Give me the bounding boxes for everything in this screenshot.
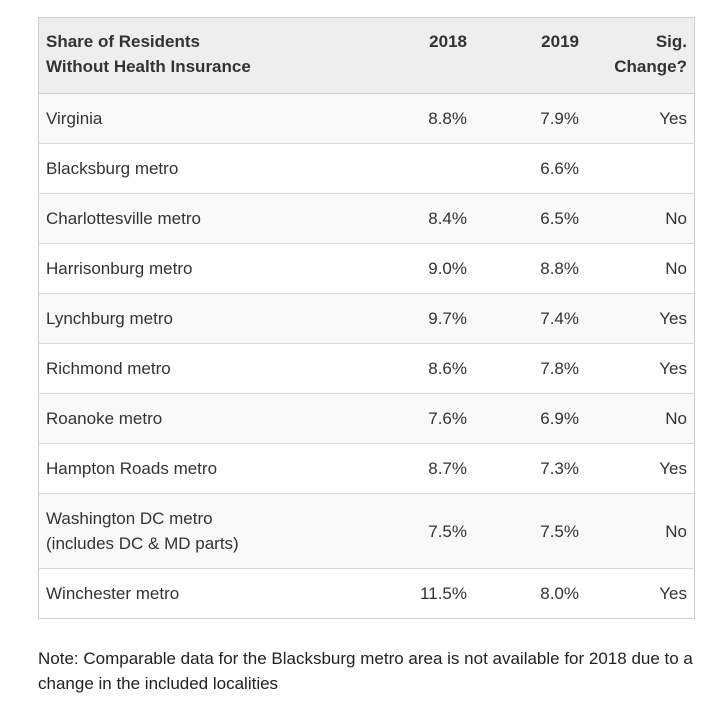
row-value-2019: 7.9% [540, 109, 579, 128]
row-value-2018: 8.4% [428, 209, 467, 228]
row-region-name: Hampton Roads metro [46, 459, 218, 478]
row-region: Richmond metro [39, 344, 370, 394]
row-value-2018: 7.5% [428, 521, 467, 541]
row-region: Harrisonburg metro [39, 244, 370, 294]
row-sig-change: Yes [659, 459, 687, 478]
row-region-name: Winchester metro [46, 584, 180, 603]
row-sig-change: Yes [659, 309, 687, 328]
row-sig-change: No [665, 521, 687, 541]
row-value-2019: 7.4% [540, 309, 579, 328]
row-region: Charlottesville metro [39, 194, 370, 244]
header-sig-change: Sig. Change? [586, 17, 695, 94]
row-sig-change: Yes [659, 359, 687, 378]
row-region-name: Harrisonburg metro [46, 259, 193, 278]
row-value-2019: 7.8% [540, 359, 579, 378]
row-region: Winchester metro [39, 569, 370, 619]
row-value-2018 [369, 144, 474, 194]
row-value-2018: 9.0% [428, 259, 467, 278]
row-value-2019: 6.6% [540, 159, 579, 178]
row-value-2019: 6.9% [540, 409, 579, 428]
row-value-2019: 8.0% [540, 584, 579, 603]
row-region: Roanoke metro [39, 394, 370, 444]
row-sig-change: No [665, 259, 687, 278]
header-region-line2: Without Health Insurance [46, 57, 251, 76]
table-row: Hampton Roads metro 8.7% 7.3% Yes [38, 443, 695, 494]
row-region: Lynchburg metro [39, 294, 370, 344]
row-value-2018: 11.5% [420, 584, 467, 603]
header-region: Share of Residents Without Health Insura… [38, 17, 369, 94]
table-row: Harrisonburg metro 9.0% 8.8% No [38, 243, 695, 294]
row-sig-change: Yes [659, 584, 687, 603]
uninsured-table: Share of Residents Without Health Insura… [38, 17, 695, 619]
uninsured-table-container: Share of Residents Without Health Insura… [38, 17, 695, 619]
header-row: Share of Residents Without Health Insura… [38, 17, 695, 94]
row-value-2018: 7.6% [428, 409, 467, 428]
table-row: Richmond metro 8.6% 7.8% Yes [38, 343, 695, 394]
table-row: Washington DC metro (includes DC & MD par… [38, 493, 695, 569]
table-row: Roanoke metro 7.6% 6.9% No [38, 393, 695, 444]
row-region: Virginia [39, 94, 370, 144]
row-value-2019: 7.3% [540, 459, 579, 478]
footnote: Note: Comparable data for the Blacksburg… [38, 649, 693, 693]
header-2018: 2018 [369, 17, 474, 94]
row-value-2018: 8.6% [428, 359, 467, 378]
row-region-name: Richmond metro [46, 359, 171, 378]
row-region-name: Lynchburg metro [46, 309, 173, 328]
row-value-2018: 8.7% [428, 459, 467, 478]
row-value-2019: 8.8% [540, 259, 579, 278]
row-region-name: Washington DC metro [46, 509, 213, 528]
row-region-name: Blacksburg metro [46, 159, 179, 178]
table-row: Lynchburg metro 9.7% 7.4% Yes [38, 293, 695, 344]
row-region: Washington DC metro (includes DC & MD par… [39, 494, 370, 569]
row-region-name: Charlottesville metro [46, 209, 201, 228]
table-body: Virginia 8.8% 7.9% Yes Blacksburg metro 6.6% C… [38, 93, 695, 619]
row-region: Blacksburg metro [39, 144, 370, 194]
row-region: Hampton Roads metro [39, 444, 370, 494]
row-region-name: Virginia [46, 109, 103, 128]
row-region-subtitle: (includes DC & MD parts) [46, 534, 239, 553]
header-2019: 2019 [474, 17, 586, 94]
row-value-2019: 7.5% [540, 521, 579, 541]
row-sig-change: No [665, 209, 687, 228]
row-region-name: Roanoke metro [46, 409, 163, 428]
row-value-2018: 9.7% [428, 309, 467, 328]
row-value-2019: 6.5% [540, 209, 579, 228]
table-header: Share of Residents Without Health Insura… [38, 17, 695, 94]
row-sig-change: Yes [659, 109, 687, 128]
table-row: Virginia 8.8% 7.9% Yes [38, 93, 695, 144]
row-value-2018: 8.8% [428, 109, 467, 128]
header-region-line1: Share of Residents [46, 32, 200, 51]
table-row: Winchester metro 11.5% 8.0% Yes [38, 568, 695, 619]
table-row: Blacksburg metro 6.6% [38, 143, 695, 194]
table-row: Charlottesville metro 8.4% 6.5% No [38, 193, 695, 244]
row-sig-change: No [665, 409, 687, 428]
row-sig-change [586, 144, 695, 194]
